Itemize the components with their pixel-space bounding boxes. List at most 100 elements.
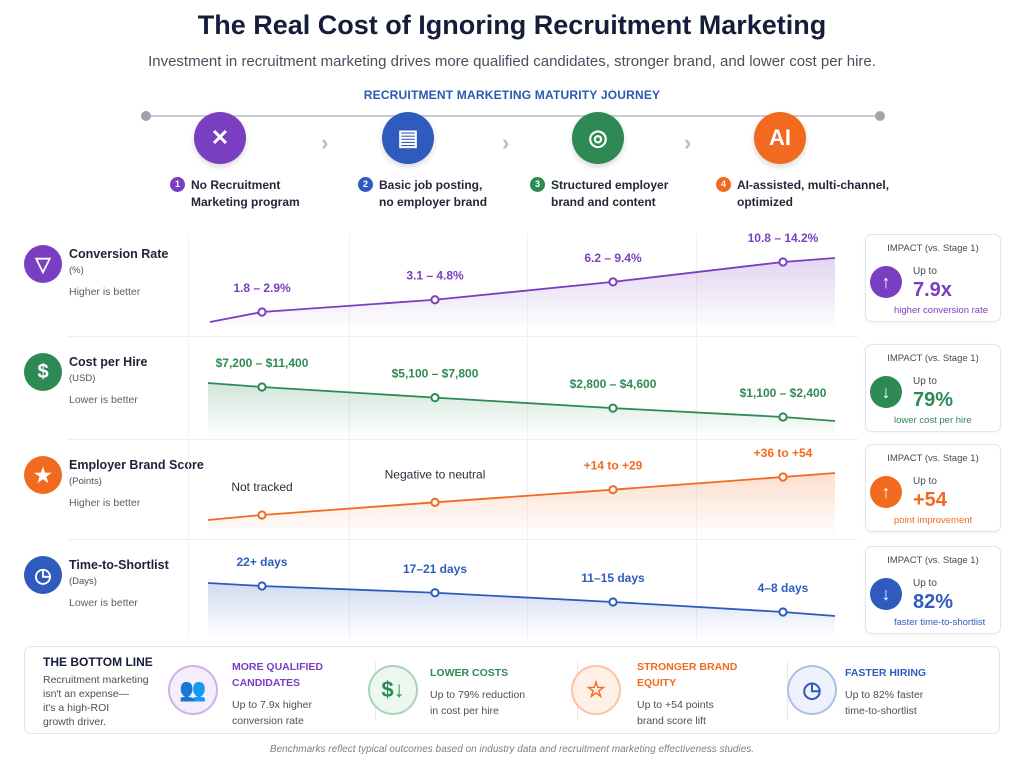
bottom-item: MORE QUALIFIED CANDIDATES Up to 7.9x highe… — [232, 659, 323, 729]
impact-value: 79% — [913, 389, 954, 411]
bottom-item-text-line: brand score lift — [637, 715, 706, 727]
metric-unit: (USD) — [69, 373, 96, 384]
data-point — [430, 295, 440, 305]
bottom-item-text: Up to 7.9x higher conversion rate — [232, 697, 323, 729]
journey-line — [146, 115, 880, 117]
stage-label-line: no employer brand — [379, 195, 488, 209]
data-label: $7,200 – $11,400 — [216, 356, 309, 370]
footer-note: Benchmarks reflect typical outcomes base… — [269, 744, 755, 755]
impact-card: IMPACT (vs. Stage 1) ↓ Up to 82% faster time… — [865, 546, 1001, 634]
fast-clock-icon: ◷ — [787, 665, 837, 715]
metric-title: Conversion Rate — [69, 247, 169, 261]
impact-upto: Up to — [913, 578, 937, 589]
data-label: +14 to +29 — [584, 459, 643, 473]
series-line — [207, 472, 836, 521]
bottom-item-heading: STRONGER BRAND — [637, 661, 738, 673]
metric-title: Employer Brand Score — [69, 458, 204, 472]
impact-caption: lower cost per hire — [894, 415, 972, 426]
bottom-item-text-line: Up to 7.9x higher — [232, 699, 312, 711]
series-area — [208, 583, 835, 638]
data-label: $1,100 – $2,400 — [740, 386, 827, 400]
funnel-icon: ▽ — [24, 245, 62, 283]
data-point — [257, 382, 267, 392]
stage-number: 4 — [716, 177, 731, 192]
bottom-item-text-line: Up to 82% faster — [845, 689, 924, 701]
page-title: The Real Cost of Ignoring Recruitment Ma… — [197, 10, 827, 40]
impact-caption: higher conversion rate — [894, 305, 988, 316]
row-divider — [68, 439, 858, 440]
dollar-down-icon: $↓ — [368, 665, 418, 715]
data-label: $2,800 – $4,600 — [570, 377, 657, 391]
bottom-item-text: Up to 79% reduction in cost per hire — [430, 687, 525, 719]
data-point — [778, 412, 788, 422]
impact-card: IMPACT (vs. Stage 1) ↓ Up to 79% lower cost … — [865, 344, 1001, 432]
stage-label-line: Structured employer — [551, 178, 669, 192]
bottom-item-heading: MORE QUALIFIED — [232, 661, 323, 673]
data-point — [257, 581, 267, 591]
journey-start-dot — [141, 111, 151, 121]
series-line — [207, 382, 836, 422]
metric-label: Conversion Rate (%) Higher is better — [69, 247, 168, 298]
bottom-item: LOWER COSTS Up to 79% reduction in cost pe… — [430, 665, 525, 719]
data-point — [257, 510, 267, 520]
stage-number: 3 — [530, 177, 545, 192]
bottom-item-heading: CANDIDATES — [232, 677, 301, 689]
data-point — [778, 257, 788, 267]
document-icon: ▤ — [382, 112, 434, 164]
star-icon: ★ — [24, 456, 62, 494]
metric-note: Lower is better — [69, 394, 138, 406]
impact-upto: Up to — [913, 376, 937, 387]
stage-label: 4 AI-assisted, multi-channel, optimized — [716, 177, 907, 211]
bottom-item-text: Up to 82% faster time-to-shortlist — [845, 687, 926, 719]
metric-note: Higher is better — [69, 286, 141, 298]
row-divider — [68, 336, 858, 337]
arrow-up-icon: ↑ — [870, 266, 902, 298]
row-divider — [68, 539, 858, 540]
series-area — [208, 383, 835, 438]
stage-label: 3 Structured employer brand and content — [530, 177, 721, 211]
stage-label-line: No Recruitment — [191, 178, 281, 192]
bottom-line-text: it's a high-ROI — [43, 702, 110, 714]
metric-note: Lower is better — [69, 597, 138, 609]
arrow-down-icon: ↓ — [870, 376, 902, 408]
column-divider — [188, 234, 189, 638]
data-point — [608, 485, 618, 495]
bottom-line-text: growth driver. — [43, 716, 107, 728]
arrow-down-icon: ↓ — [870, 578, 902, 610]
bottom-item-text-line: Up to 79% reduction — [430, 689, 526, 701]
clock-icon: ◷ — [24, 556, 62, 594]
series-line — [207, 582, 836, 617]
page-subtitle: Investment in recruitment marketing driv… — [148, 53, 876, 70]
data-label: 3.1 – 4.8% — [406, 269, 464, 283]
impact-caption: point improvement — [894, 515, 973, 526]
impact-label: IMPACT (vs. Stage 1) — [887, 555, 979, 566]
impact-value: 7.9x — [913, 279, 952, 301]
bottom-line-text: isn't an expense— — [43, 688, 130, 700]
data-label: $5,100 – $7,800 — [392, 367, 479, 381]
chevron-right-icon: › — [321, 130, 329, 155]
stage-label-line: optimized — [737, 195, 793, 209]
data-point — [430, 588, 440, 598]
impact-value: 82% — [913, 591, 954, 613]
data-point — [778, 607, 788, 617]
bottom-item-text-line: Up to +54 points — [637, 699, 714, 711]
impact-label: IMPACT (vs. Stage 1) — [887, 453, 979, 464]
stage-label: 2 Basic job posting, no employer brand — [358, 177, 549, 211]
series-area — [208, 473, 835, 538]
target-icon: ◎ — [572, 112, 624, 164]
data-label: 1.8 – 2.9% — [233, 281, 291, 295]
metric-unit: (Days) — [69, 576, 97, 587]
bottom-item-heading: FASTER HIRING — [845, 667, 927, 679]
impact-caption: faster time-to-shortlist — [894, 617, 986, 628]
bottom-item: FASTER HIRING Up to 82% faster time-to-sho… — [845, 665, 926, 719]
journey-end-dot — [875, 111, 885, 121]
data-point — [608, 597, 618, 607]
data-point — [430, 393, 440, 403]
bottom-line-panel: THE BOTTOM LINE Recruitment marketing isn… — [24, 646, 1000, 734]
data-label: Not tracked — [231, 480, 292, 494]
data-point — [778, 472, 788, 482]
data-point — [257, 307, 267, 317]
metric-label: Cost per Hire (USD) Lower is better — [69, 355, 148, 406]
impact-upto: Up to — [913, 476, 937, 487]
bottom-item-text: Up to +54 points brand score lift — [637, 697, 737, 729]
